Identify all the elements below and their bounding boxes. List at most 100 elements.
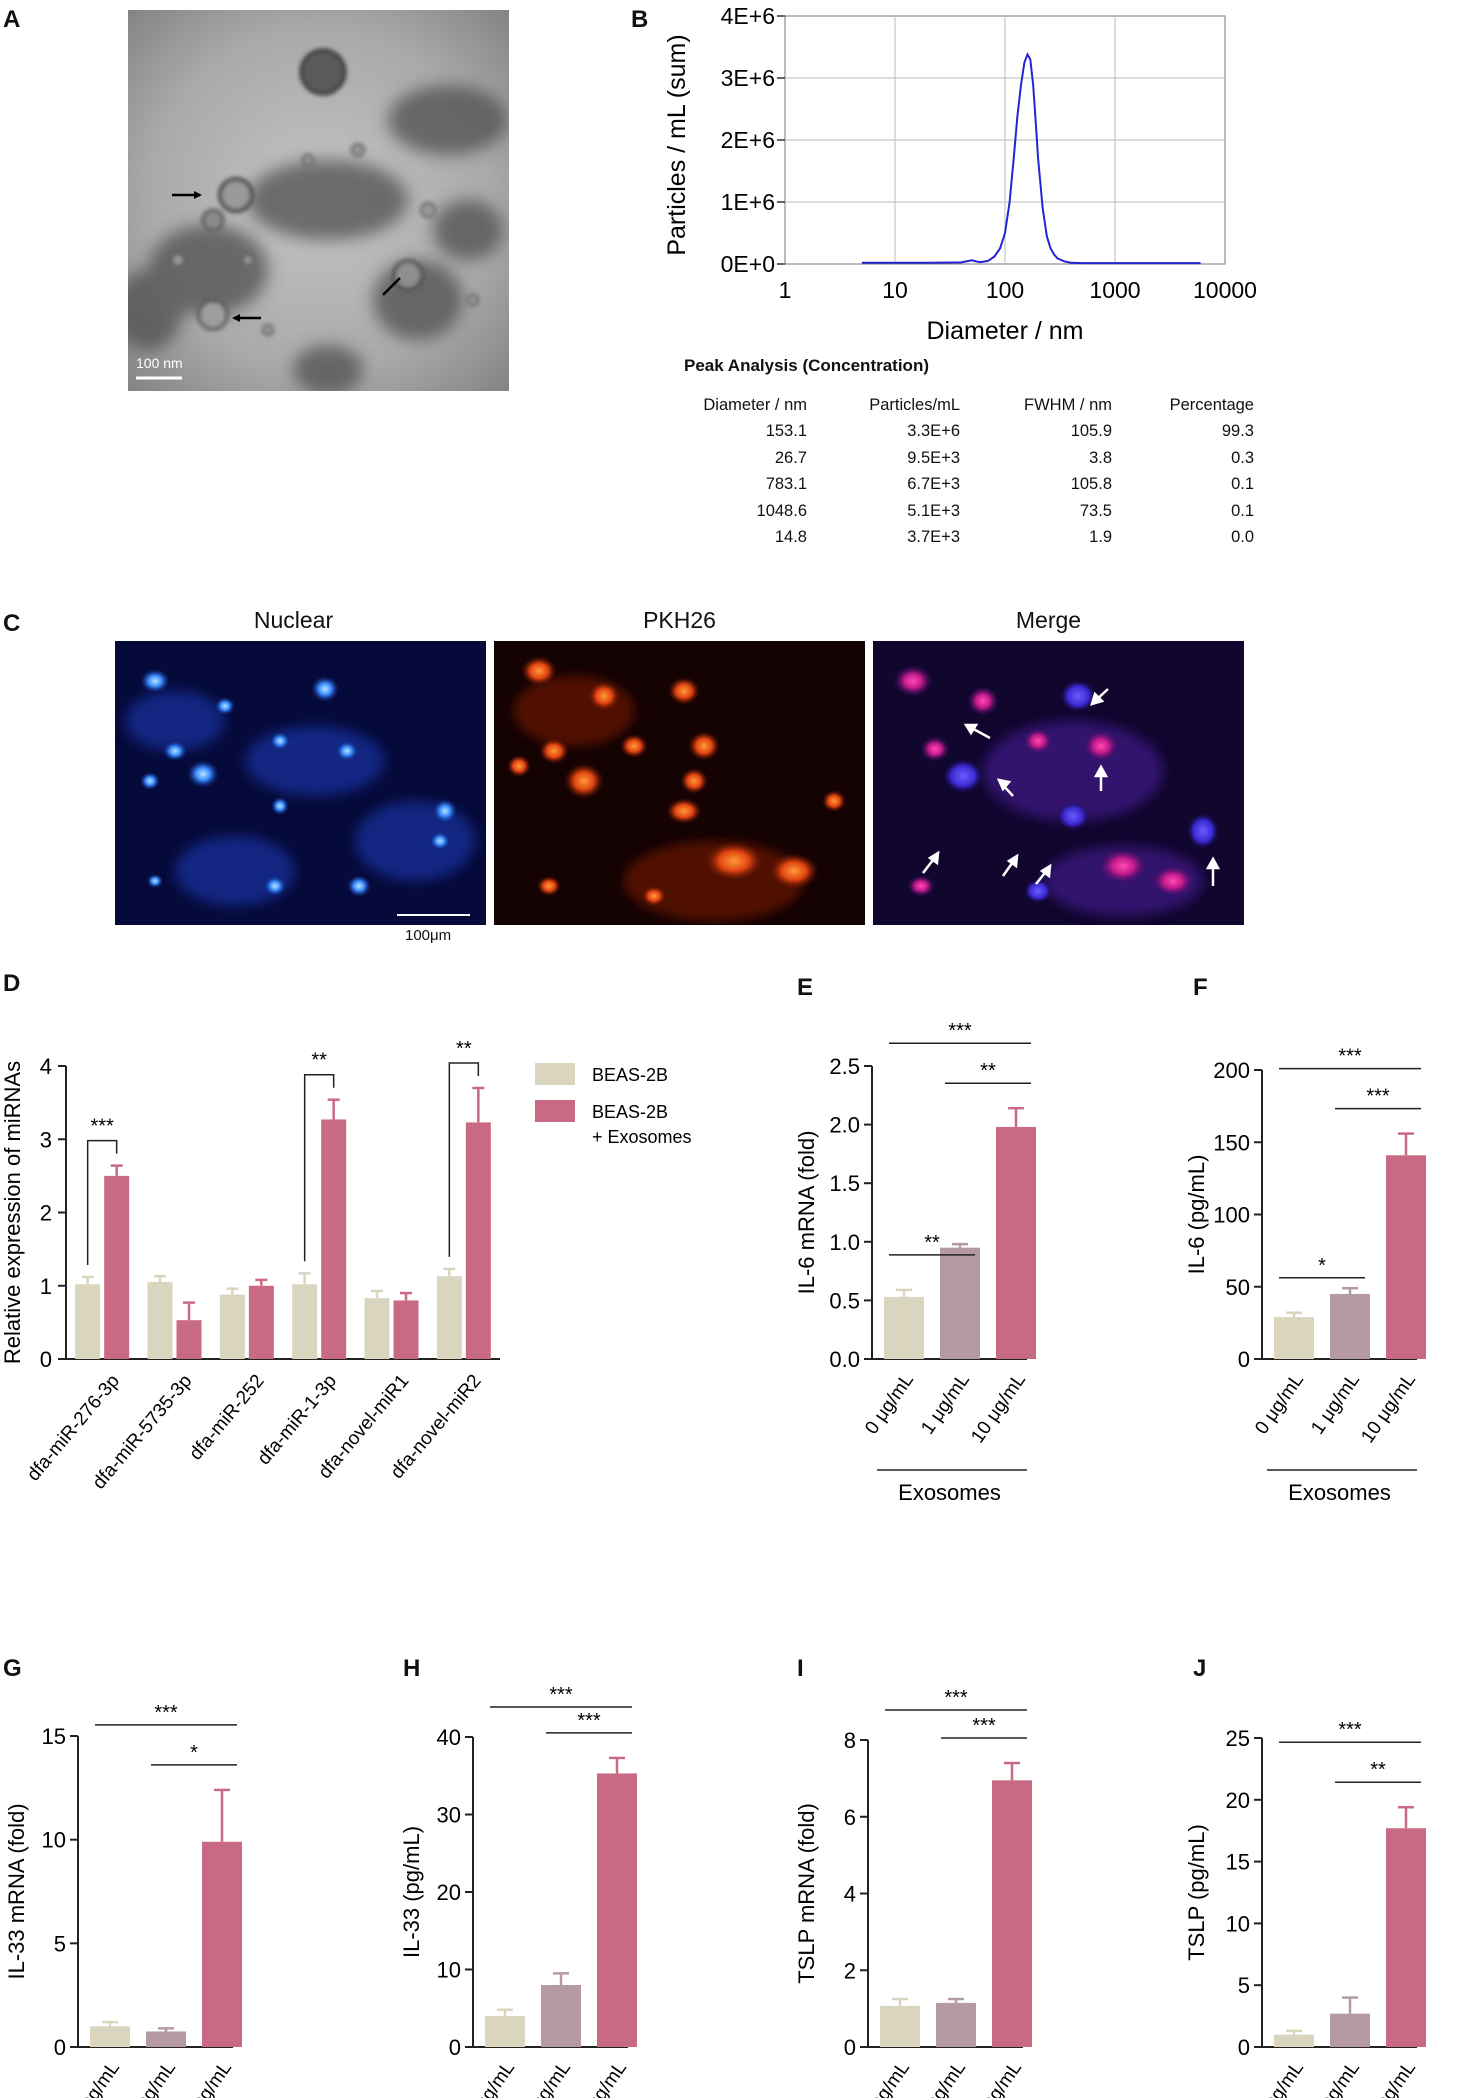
bar — [393, 1300, 419, 1359]
table-row: 153.1 3.3E+6 105.9 99.3 — [682, 419, 1254, 446]
x-axis-label: Diameter / nm — [927, 317, 1084, 345]
x-tick-label: 0 μg/mL — [462, 2058, 519, 2098]
y-tick-label: 10 — [42, 1828, 66, 1853]
significance-label: *** — [549, 1684, 573, 1706]
series-line — [861, 52, 1201, 265]
y-tick-label: 0.0 — [829, 1347, 860, 1372]
panel-letter-i: I — [797, 1655, 804, 1682]
x-axis-label: Exosomes — [1288, 1480, 1391, 1505]
x-tick-label: 10 μg/mL — [967, 1370, 1030, 1447]
table-row: 1048.6 5.1E+3 73.5 0.1 — [682, 498, 1254, 525]
y-axis-label: Relative expression of miRNAs — [0, 1061, 25, 1364]
peak-header-fwhm: FWHM / nm — [1024, 395, 1112, 414]
y-axis-label: IL-6 mRNA (fold) — [794, 1131, 819, 1295]
table-cell: 1.9 — [1089, 528, 1112, 547]
bar — [541, 1985, 581, 2047]
y-tick-label: 0 — [1238, 2035, 1250, 2060]
bar — [936, 2002, 976, 2047]
significance-label: ** — [456, 1038, 472, 1060]
y-tick-label: 1 — [40, 1274, 52, 1299]
panel-letter-f: F — [1193, 974, 1208, 1001]
bar — [176, 1320, 202, 1359]
peak-header-percentage: Percentage — [1169, 395, 1254, 414]
bar — [1330, 1293, 1370, 1359]
table-cell: 783.1 — [765, 475, 807, 494]
panel-letter-h: H — [403, 1655, 421, 1682]
x-tick-label: 1 — [779, 277, 792, 303]
y-tick-label: 5 — [1238, 1973, 1250, 1998]
y-tick-label: 3E+6 — [721, 65, 775, 91]
tem-scale-label: 100 nm — [136, 355, 183, 371]
nta-chart: 1 10 100 1000 10000 0E+0 1E+6 2E+6 3E+6 4E+6 Diame… — [663, 3, 1257, 345]
y-tick-label: 10 — [1226, 1911, 1250, 1936]
y-tick-label: 2.5 — [829, 1054, 860, 1079]
x-tick-label: 1 μg/mL — [917, 1370, 974, 1439]
significance-label: *** — [1366, 1086, 1390, 1108]
significance-label: ** — [924, 1232, 940, 1254]
table-cell: 0.1 — [1231, 475, 1254, 494]
x-tick-label: 1 μg/mL — [1307, 2058, 1364, 2098]
panel-letter-c: C — [3, 610, 21, 637]
significance-label: * — [1318, 1255, 1326, 1277]
x-tick-label: 100 — [986, 277, 1024, 303]
bar — [1330, 2013, 1370, 2047]
y-tick-label: 2E+6 — [721, 127, 775, 153]
panel-letter-j: J — [1193, 1655, 1207, 1682]
x-tick-label: 10 μg/mL — [173, 2058, 236, 2098]
il33-mrna-chart: 0 5 10 15 IL-33 mRNA (fold) 0 μg/mL 1 μg/mL10 … — [4, 1702, 242, 2098]
il6-mrna-chart: 0.0 0.5 1.0 1.5 2.0 2.5 IL-6 mRNA (fold) 0 μg/m… — [794, 1020, 1036, 1505]
x-tick-label: 1 μg/mL — [913, 2058, 970, 2098]
significance-bracket — [86, 1139, 118, 1265]
bar — [104, 1175, 130, 1359]
y-tick-label: 0E+0 — [721, 251, 775, 277]
x-tick-label: 10 μg/mL — [568, 2058, 631, 2098]
peak-analysis-table: Diameter / nm Particles/mL FWHM / nm Per… — [682, 392, 1254, 551]
significance-label: *** — [948, 1020, 972, 1042]
table-cell: 14.8 — [774, 528, 807, 547]
table-cell: 105.8 — [1070, 475, 1112, 494]
x-tick-label: 10 — [882, 277, 908, 303]
x-tick-label: 0 μg/mL — [1251, 1370, 1308, 1439]
y-tick-label: 4 — [844, 1882, 856, 1907]
y-tick-label: 40 — [437, 1725, 461, 1750]
x-tick-label: 1 μg/mL — [518, 2058, 575, 2098]
micro-title-nuclear: Nuclear — [253, 607, 334, 633]
table-cell: 3.8 — [1089, 448, 1112, 467]
y-tick-label: 0 — [1238, 1347, 1250, 1372]
bar — [248, 1285, 274, 1359]
y-tick-label: 150 — [1213, 1130, 1250, 1155]
y-tick-label: 30 — [437, 1803, 461, 1828]
table-cell: 105.9 — [1070, 422, 1112, 441]
panel-letter-b: B — [631, 6, 649, 33]
table-row: 26.7 9.5E+3 3.8 0.3 — [682, 445, 1254, 472]
table-row: 14.8 3.7E+3 1.9 0.0 — [682, 525, 1254, 552]
x-tick-label: 1 μg/mL — [123, 2058, 180, 2098]
micro-merge-image — [873, 641, 1244, 925]
bar — [940, 1247, 980, 1359]
y-axis-label: TSLP (pg/mL) — [1184, 1824, 1209, 1961]
legend-label-exosomes-1: BEAS-2B — [592, 1102, 668, 1122]
y-tick-label: 0.5 — [829, 1288, 860, 1313]
bar — [597, 1773, 637, 2047]
x-tick-label: 0 μg/mL — [861, 1370, 918, 1439]
y-tick-label: 1E+6 — [721, 189, 775, 215]
y-tick-label: 1.5 — [829, 1171, 860, 1196]
merge-image — [873, 641, 1244, 925]
merge-arrows — [922, 688, 1221, 886]
peak-table-header: Diameter / nm Particles/mL FWHM / nm Per… — [682, 392, 1254, 419]
panel-letter-e: E — [797, 974, 814, 1001]
table-cell: 1048.6 — [756, 501, 807, 520]
x-tick-label: 10000 — [1193, 277, 1257, 303]
significance-label: *** — [1338, 1719, 1362, 1741]
y-axis-label: IL-33 (pg/mL) — [399, 1826, 424, 1958]
y-tick-label: 50 — [1226, 1275, 1250, 1300]
arrow-3 — [382, 277, 401, 296]
x-tick-label: 10 μg/mL — [963, 2058, 1026, 2098]
x-tick-label: 1000 — [1089, 277, 1140, 303]
bar — [465, 1122, 491, 1359]
y-axis-label: TSLP mRNA (fold) — [794, 1803, 819, 1984]
panel-letter-d: D — [3, 970, 21, 997]
bar — [147, 1282, 173, 1359]
micro-scale-label: 100μm — [405, 927, 452, 944]
